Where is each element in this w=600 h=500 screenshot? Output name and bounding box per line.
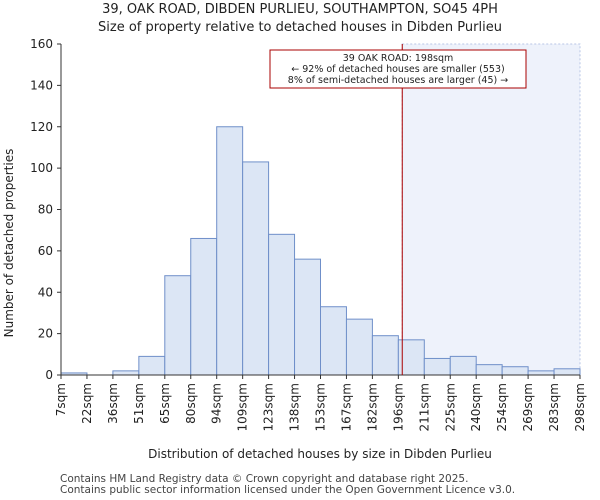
- x-tick-label: 94sqm: [210, 383, 224, 424]
- annotation-smaller: ← 92% of detached houses are smaller (55…: [291, 64, 504, 75]
- y-tick-label: 40: [38, 285, 53, 299]
- x-tick-label: 138sqm: [288, 383, 302, 431]
- histogram-bar: [190, 237, 218, 376]
- histogram-bar: [449, 355, 477, 376]
- annotation-larger: 8% of semi-detached houses are larger (4…: [288, 75, 508, 86]
- x-tick-label: 196sqm: [391, 383, 405, 431]
- y-tick-label: 20: [38, 327, 53, 341]
- y-tick-label: 80: [38, 203, 53, 217]
- x-tick-label: 211sqm: [417, 383, 431, 431]
- x-tick-label: 167sqm: [339, 383, 353, 431]
- histogram-bar: [345, 318, 373, 376]
- x-tick-label: 123sqm: [262, 383, 276, 431]
- y-tick-label: 140: [30, 78, 53, 92]
- larger-region: [401, 43, 581, 376]
- annotation-box: [269, 49, 527, 89]
- y-tick-label: 0: [45, 368, 53, 382]
- x-tick-label: 109sqm: [236, 383, 250, 431]
- x-tick-label: 240sqm: [469, 383, 483, 431]
- x-tick-label: 298sqm: [573, 383, 587, 431]
- x-tick-label: 182sqm: [365, 383, 379, 431]
- x-tick-label: 7sqm: [54, 383, 68, 416]
- x-tick-label: 51sqm: [132, 383, 146, 424]
- annotation-title: 39 OAK ROAD: 198sqm: [343, 53, 453, 64]
- x-tick-label: 225sqm: [443, 383, 457, 431]
- chart-title: 39, OAK ROAD, DIBDEN PURLIEU, SOUTHAMPTO…: [102, 2, 498, 17]
- histogram-bar: [164, 275, 192, 376]
- histogram-chart: 0 20 40 60 80 100 120 140 160 7sqm 22sqm 36sqm 51sqm…: [2, 37, 587, 461]
- histogram-bar: [320, 306, 347, 376]
- histogram-bar: [138, 355, 166, 376]
- x-tick-label: 22sqm: [80, 383, 94, 424]
- x-tick-label: 254sqm: [495, 383, 509, 431]
- x-tick-label: 269sqm: [521, 383, 535, 431]
- y-tick-label: 100: [30, 161, 53, 175]
- chart-subtitle: Size of property relative to detached ho…: [98, 20, 502, 35]
- histogram-bar: [371, 335, 399, 376]
- y-axis-label: Number of detached properties: [2, 149, 16, 338]
- histogram-bar: [553, 368, 581, 376]
- y-tick-label: 60: [38, 244, 53, 258]
- histogram-bar: [242, 161, 270, 376]
- y-tick-label: 120: [30, 120, 53, 134]
- histogram-bar: [501, 366, 529, 376]
- x-tick-label: 153sqm: [314, 383, 328, 431]
- histogram-bar: [294, 258, 321, 376]
- y-tick-label: 160: [30, 37, 53, 51]
- histogram-bar: [268, 233, 296, 376]
- x-tick-label: 36sqm: [106, 383, 120, 424]
- x-tick-label: 80sqm: [184, 383, 198, 424]
- histogram-bar: [112, 370, 140, 376]
- x-tick-label: 283sqm: [547, 383, 561, 431]
- x-tick-label: 65sqm: [158, 383, 172, 424]
- histogram-bar: [216, 126, 244, 376]
- histogram-bar: [475, 364, 503, 376]
- histogram-bar: [423, 357, 451, 376]
- footer-copyright: Contains HM Land Registry data © Crown c…: [60, 473, 469, 485]
- histogram-bar: [527, 370, 555, 376]
- footer-licence: Contains public sector information licen…: [60, 484, 516, 496]
- x-axis-label: Distribution of detached houses by size …: [148, 447, 492, 461]
